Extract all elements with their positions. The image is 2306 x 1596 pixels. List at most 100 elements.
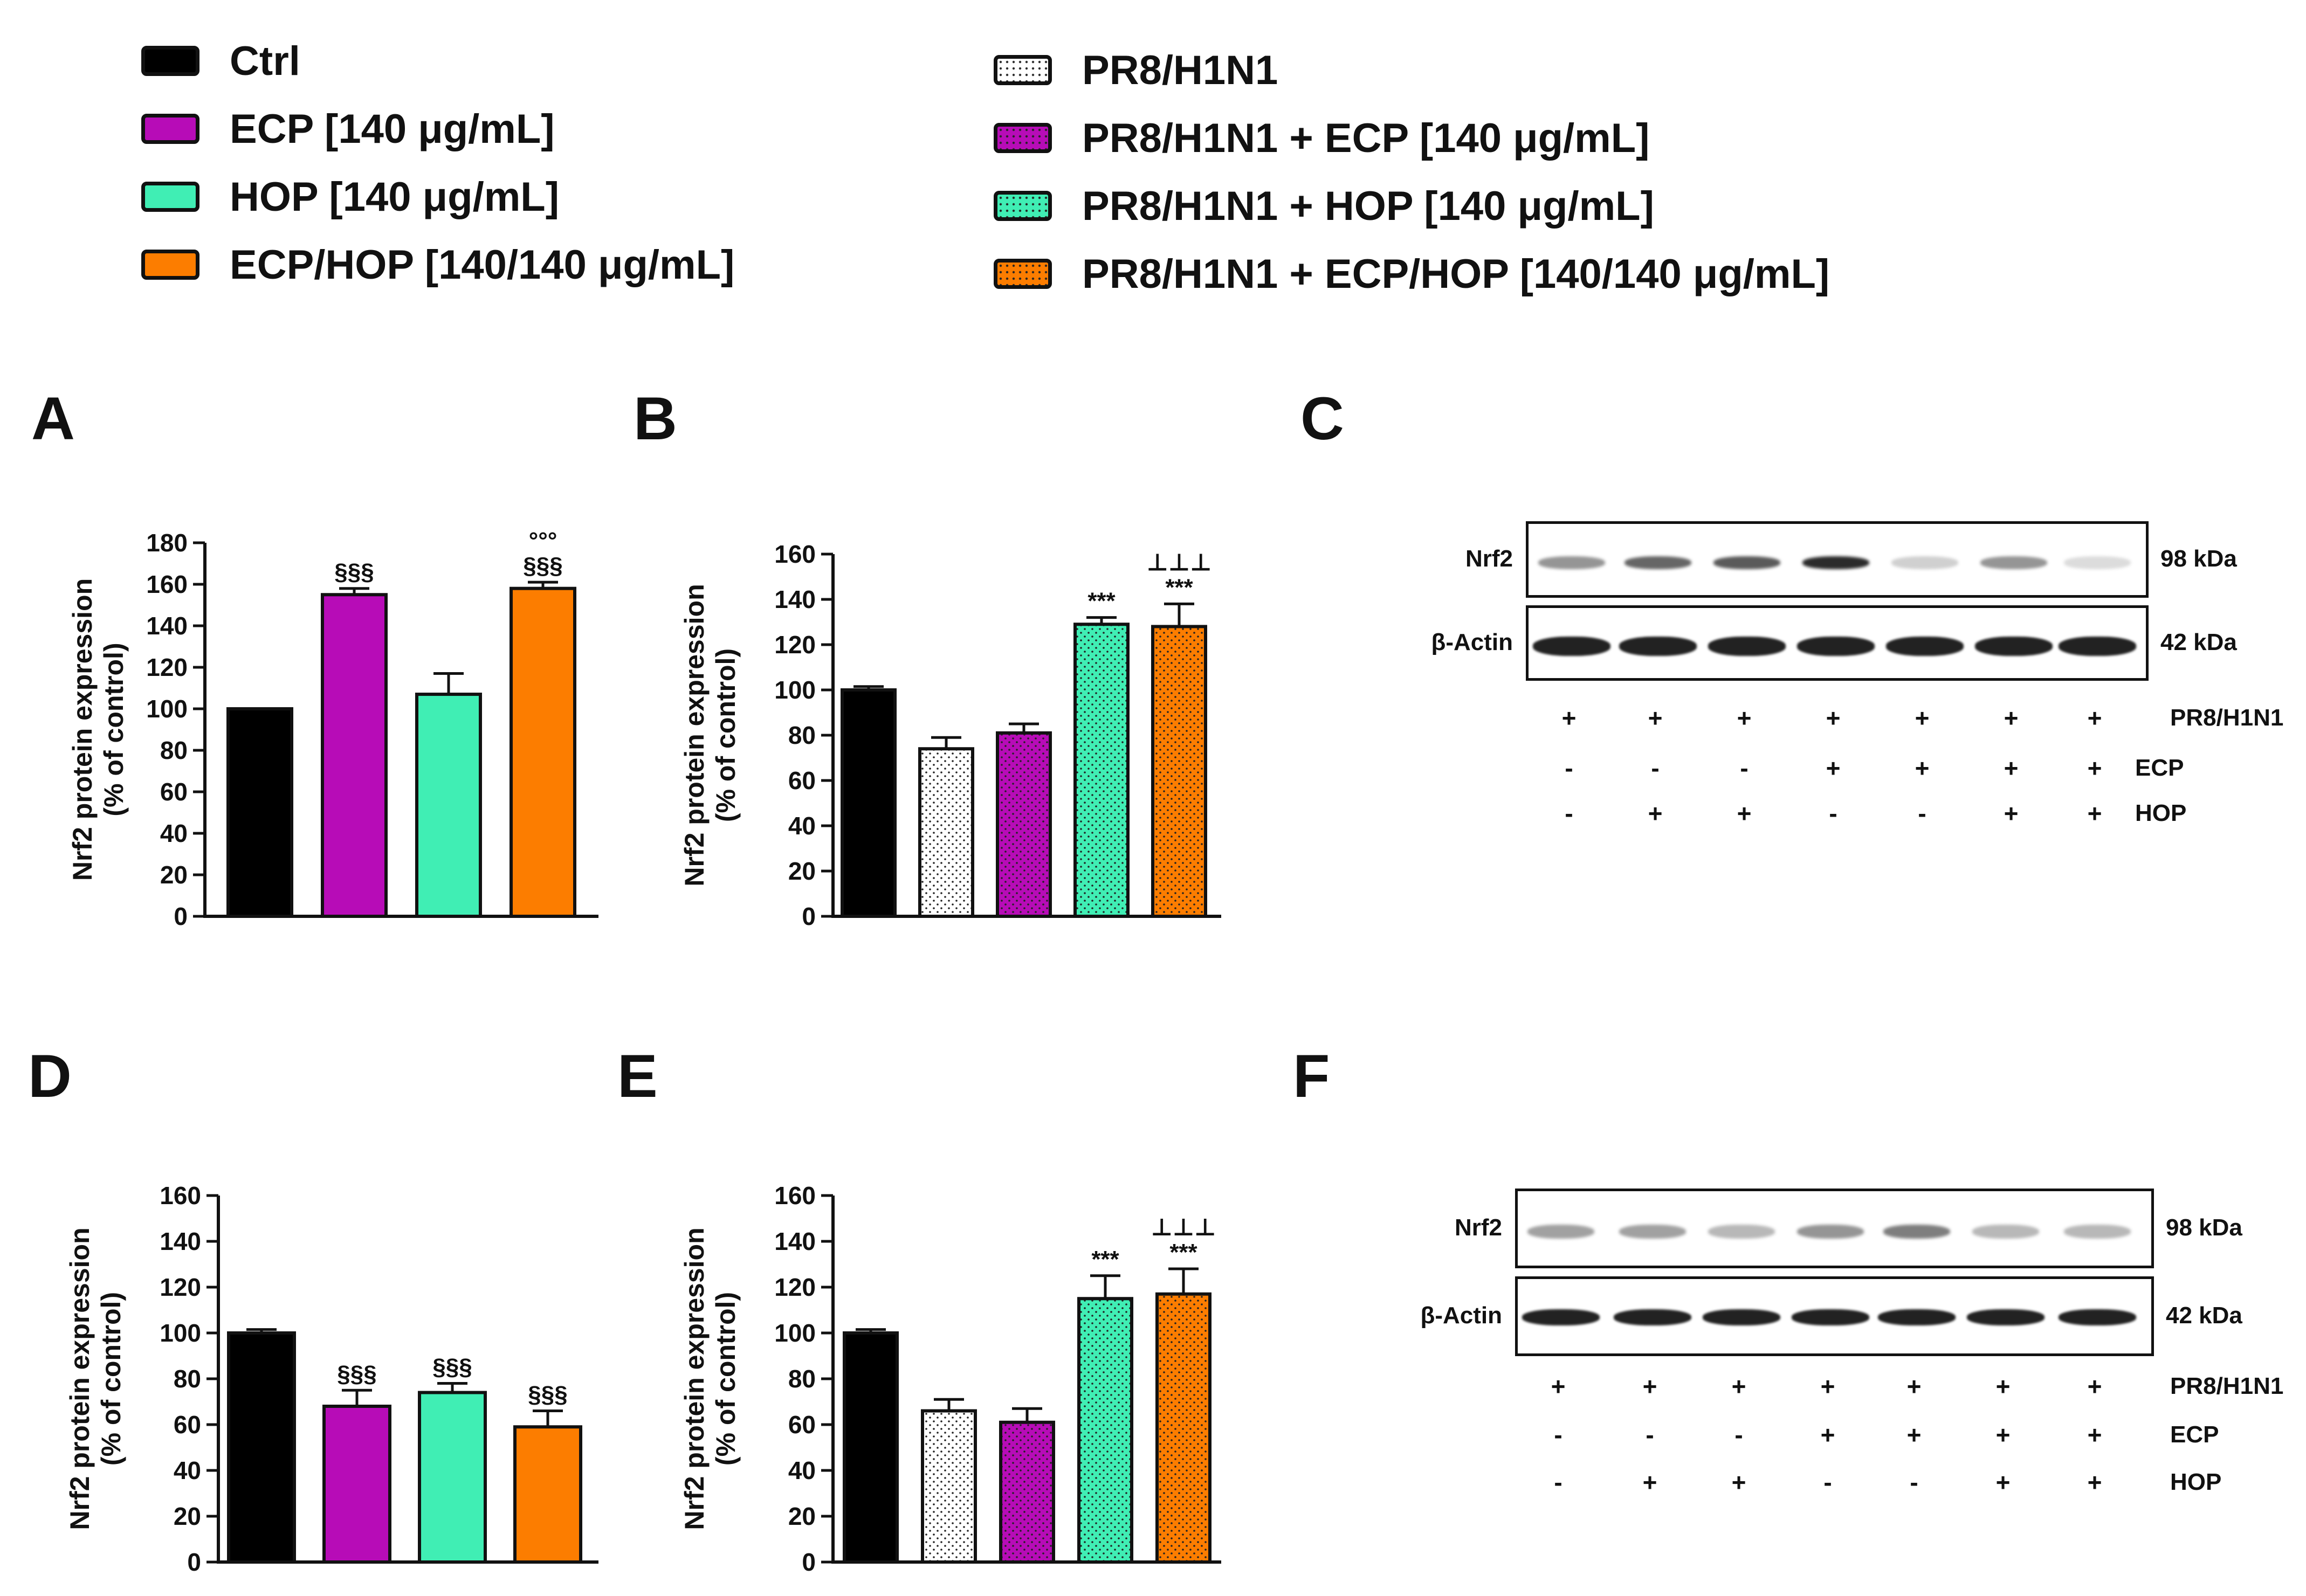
y-axis-title: Nrf2 protein expression (% of control) bbox=[65, 1227, 126, 1530]
legend-right: PR8/H1N1 PR8/H1N1 + ECP [140 μg/mL] PR8/H1… bbox=[994, 36, 1829, 308]
significance-mark: §§§ bbox=[523, 552, 562, 579]
band bbox=[1802, 556, 1869, 569]
condition-sign: - bbox=[1734, 1421, 1743, 1449]
condition-sign: + bbox=[1731, 1468, 1746, 1496]
chart-b: 0 20 40 60 80 100 120 140 160 Nrf2 protein expres… bbox=[679, 540, 1221, 927]
condition-sign: + bbox=[2087, 754, 2102, 782]
condition-sign: - bbox=[1554, 1468, 1562, 1496]
condition-sign: + bbox=[1551, 1372, 1566, 1400]
y-tick-label: 100 bbox=[146, 695, 188, 723]
significance-mark: *** bbox=[1091, 1246, 1119, 1273]
condition-label: PR8/H1N1 bbox=[2170, 1373, 2284, 1399]
significance-mark: §§§ bbox=[337, 1360, 376, 1387]
y-tick-label: 0 bbox=[187, 1548, 201, 1574]
bar bbox=[1155, 1292, 1211, 1564]
condition-sign: + bbox=[1642, 1372, 1657, 1400]
y-tick-label: 20 bbox=[160, 861, 188, 889]
legend-swatch bbox=[994, 191, 1052, 221]
y-tick-label: 20 bbox=[788, 1502, 816, 1530]
y-tick-label: 60 bbox=[788, 1411, 816, 1439]
y-tick-label: 100 bbox=[160, 1319, 201, 1347]
condition-label: HOP bbox=[2135, 800, 2187, 826]
legend-item: ECP [140 μg/mL] bbox=[141, 95, 734, 163]
bar bbox=[843, 1331, 899, 1564]
legend-label: ECP/HOP [140/140 μg/mL] bbox=[230, 241, 735, 288]
legend-label: HOP [140 μg/mL] bbox=[230, 174, 560, 220]
blot-row-label: β-Actin bbox=[1431, 629, 1513, 655]
condition-label: PR8/H1N1 bbox=[2170, 704, 2284, 731]
band bbox=[1708, 1225, 1775, 1239]
condition-sign: - bbox=[1565, 754, 1573, 782]
y-tick-label: 60 bbox=[174, 1411, 201, 1439]
y-tick-label: 140 bbox=[774, 585, 816, 613]
y-tick-label: 100 bbox=[774, 1319, 816, 1347]
y-axis-title-line2: (% of control) bbox=[96, 1292, 126, 1466]
molecular-weight-label: 98 kDa bbox=[2160, 545, 2237, 572]
legend-item: Ctrl bbox=[141, 27, 734, 95]
significance-mark: ⊥⊥⊥ bbox=[1151, 1214, 1216, 1241]
band bbox=[1980, 556, 2047, 569]
condition-sign: - bbox=[1823, 1468, 1832, 1496]
condition-sign: + bbox=[1820, 1421, 1835, 1449]
condition-label: HOP bbox=[2170, 1469, 2222, 1495]
y-tick-label: 120 bbox=[146, 653, 188, 681]
bar bbox=[227, 1331, 296, 1564]
bar bbox=[918, 747, 974, 918]
significance-mark: *** bbox=[1169, 1239, 1197, 1266]
band bbox=[1886, 637, 1964, 657]
condition-sign: + bbox=[1648, 799, 1663, 827]
bar bbox=[1077, 1297, 1133, 1564]
y-axis-title: Nrf2 protein expression (% of control) bbox=[679, 1227, 741, 1530]
band bbox=[1619, 637, 1697, 657]
band bbox=[1891, 556, 1958, 569]
blot-strip-beta-actin bbox=[1515, 1276, 2154, 1356]
panel-letter-c: C bbox=[1300, 385, 1344, 452]
y-tick-label: 80 bbox=[788, 1365, 816, 1393]
condition-label: ECP bbox=[2135, 755, 2184, 781]
panel-letter-a: A bbox=[31, 385, 75, 452]
significance-mark: *** bbox=[1165, 574, 1193, 600]
bar bbox=[418, 1391, 487, 1564]
y-tick-label: 40 bbox=[788, 1456, 816, 1484]
y-axis-title: Nrf2 protein expression (% of control) bbox=[67, 578, 129, 881]
bar bbox=[999, 1420, 1055, 1564]
panel-letter-e: E bbox=[617, 1042, 658, 1110]
band bbox=[1619, 1225, 1686, 1239]
band bbox=[1538, 556, 1605, 569]
blot-row-label: β-Actin bbox=[1420, 1302, 1502, 1329]
legend-swatch bbox=[994, 259, 1052, 289]
chart-e: 0 20 40 60 80 100 120 140 160 Nrf2 protein expres… bbox=[679, 1182, 1221, 1574]
band bbox=[2059, 1309, 2136, 1326]
y-tick-label: 160 bbox=[774, 540, 816, 568]
band bbox=[1533, 637, 1610, 657]
y-tick-label: 0 bbox=[802, 902, 816, 927]
condition-sign: + bbox=[1915, 754, 1930, 782]
condition-sign: - bbox=[1646, 1421, 1654, 1449]
bar bbox=[513, 1425, 582, 1564]
blot-c: Nrf2 98 kDa β-Actin 42 kDa + + + + + + + PR8/H1N1 - -… bbox=[1391, 517, 2302, 841]
y-axis-title-line2: (% of control) bbox=[99, 642, 129, 816]
y-tick-label: 20 bbox=[174, 1502, 201, 1530]
bar bbox=[321, 593, 388, 918]
band bbox=[2064, 556, 2131, 569]
legend-swatch bbox=[141, 114, 199, 144]
condition-sign: + bbox=[1648, 704, 1663, 732]
y-tick-label: 120 bbox=[774, 631, 816, 659]
y-axis-title-line2: (% of control) bbox=[711, 1292, 741, 1466]
blot-row-label: Nrf2 bbox=[1454, 1214, 1502, 1241]
bar bbox=[841, 688, 897, 918]
band bbox=[1708, 637, 1786, 657]
legend-item: PR8/H1N1 bbox=[994, 36, 1829, 104]
y-tick-label: 140 bbox=[774, 1227, 816, 1255]
y-tick-label: 80 bbox=[788, 721, 816, 749]
y-axis-title-line2: (% of control) bbox=[711, 648, 741, 822]
y-tick-label: 40 bbox=[788, 812, 816, 840]
legend-swatch bbox=[994, 123, 1052, 153]
y-tick-label: 180 bbox=[146, 529, 188, 557]
bar bbox=[921, 1409, 977, 1564]
blot-strip-nrf2 bbox=[1526, 521, 2149, 598]
condition-sign: + bbox=[2087, 704, 2102, 732]
legend-label: Ctrl bbox=[230, 38, 300, 84]
band bbox=[1878, 1309, 1956, 1326]
